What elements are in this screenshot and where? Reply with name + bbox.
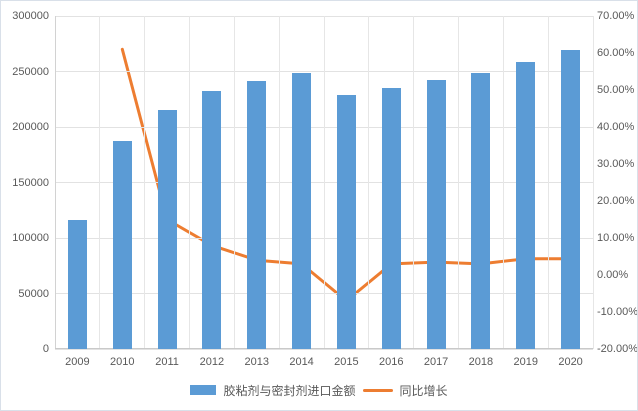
x-axis-tick-label: 2009: [65, 356, 90, 368]
y-axis-right-tick-label: 30.00%: [597, 158, 635, 170]
y-axis-right-tick-label: 70.00%: [597, 10, 635, 22]
y-axis-left-tick-label: 100000: [12, 232, 49, 244]
vertical-gridline: [502, 16, 504, 349]
y-axis-left-tick-label: 150000: [12, 176, 49, 189]
x-axis-tick-label: 2016: [379, 356, 404, 368]
legend-line-swatch: [362, 388, 393, 392]
y-axis-right-tick-label: 0.00%: [597, 269, 629, 281]
bar-2015: [336, 94, 356, 349]
x-axis-tick-label: 2014: [289, 356, 314, 368]
y-axis-line: [55, 16, 56, 349]
bar-2018: [471, 73, 491, 349]
x-axis-tick-label: 2017: [423, 356, 449, 368]
bar-2020: [561, 50, 581, 349]
x-axis-tick-label: 2013: [244, 356, 269, 368]
vertical-gridline: [592, 16, 594, 349]
y-axis-right-tick-label: -20.00%: [597, 343, 638, 355]
x-axis-tick-label: 2010: [110, 356, 135, 368]
y-axis-left-tick-label: 200000: [12, 121, 49, 133]
y-axis-left-tick-label: 0: [42, 343, 49, 355]
x-axis-tick-label: 2020: [558, 356, 583, 368]
x-axis-tick-label: 2015: [334, 356, 359, 368]
bar-2012: [202, 90, 222, 349]
bar-2013: [247, 80, 267, 349]
vertical-gridline: [189, 16, 190, 349]
x-axis-tick-label: 2011: [155, 356, 179, 368]
bar-2010: [112, 140, 132, 349]
vertical-gridline: [99, 16, 101, 349]
bar-2016: [381, 87, 401, 349]
vertical-gridline: [368, 16, 370, 349]
vertical-gridline: [144, 16, 146, 349]
horizontal-gridline: [55, 348, 593, 350]
vertical-gridline: [547, 16, 549, 349]
y-axis-left-tick-label: 250000: [12, 65, 49, 78]
y-axis-right-tick-label: -10.00%: [597, 306, 638, 318]
legend-line-label: 同比增长: [399, 383, 448, 398]
bar-2009: [67, 219, 87, 349]
y-axis-right-tick-label: 10.00%: [597, 232, 635, 244]
y-axis-right-tick-label: 60.00%: [597, 47, 635, 59]
y-axis-right-tick-label: 40.00%: [597, 121, 635, 133]
legend: 胶粘剂与密封剂进口金额 同比增长: [1, 380, 637, 400]
bar-2017: [426, 79, 446, 349]
plot-area: [55, 15, 594, 350]
y-axis-left-tick-label: 300000: [12, 10, 49, 22]
bar-2019: [516, 62, 536, 349]
vertical-gridline: [458, 16, 459, 349]
vertical-gridline: [413, 16, 415, 349]
x-axis-tick-label: 2019: [513, 356, 538, 368]
vertical-gridline: [233, 16, 235, 349]
vertical-gridline: [323, 16, 325, 349]
x-axis-tick-label: 2018: [468, 356, 494, 368]
x-axis-line: [55, 348, 593, 349]
bar-2011: [157, 109, 177, 349]
vertical-gridline: [278, 16, 280, 349]
y-axis-right-tick-label: 20.00%: [597, 195, 635, 207]
legend-bar-swatch: [190, 385, 217, 395]
y-axis-left-tick-label: 50000: [18, 287, 49, 300]
bar-2014: [292, 73, 312, 349]
x-axis-tick-label: 2012: [199, 356, 225, 368]
legend-bar-label: 胶粘剂与密封剂进口金额: [223, 383, 356, 398]
y-axis-right-tick-label: 50.00%: [597, 84, 635, 96]
